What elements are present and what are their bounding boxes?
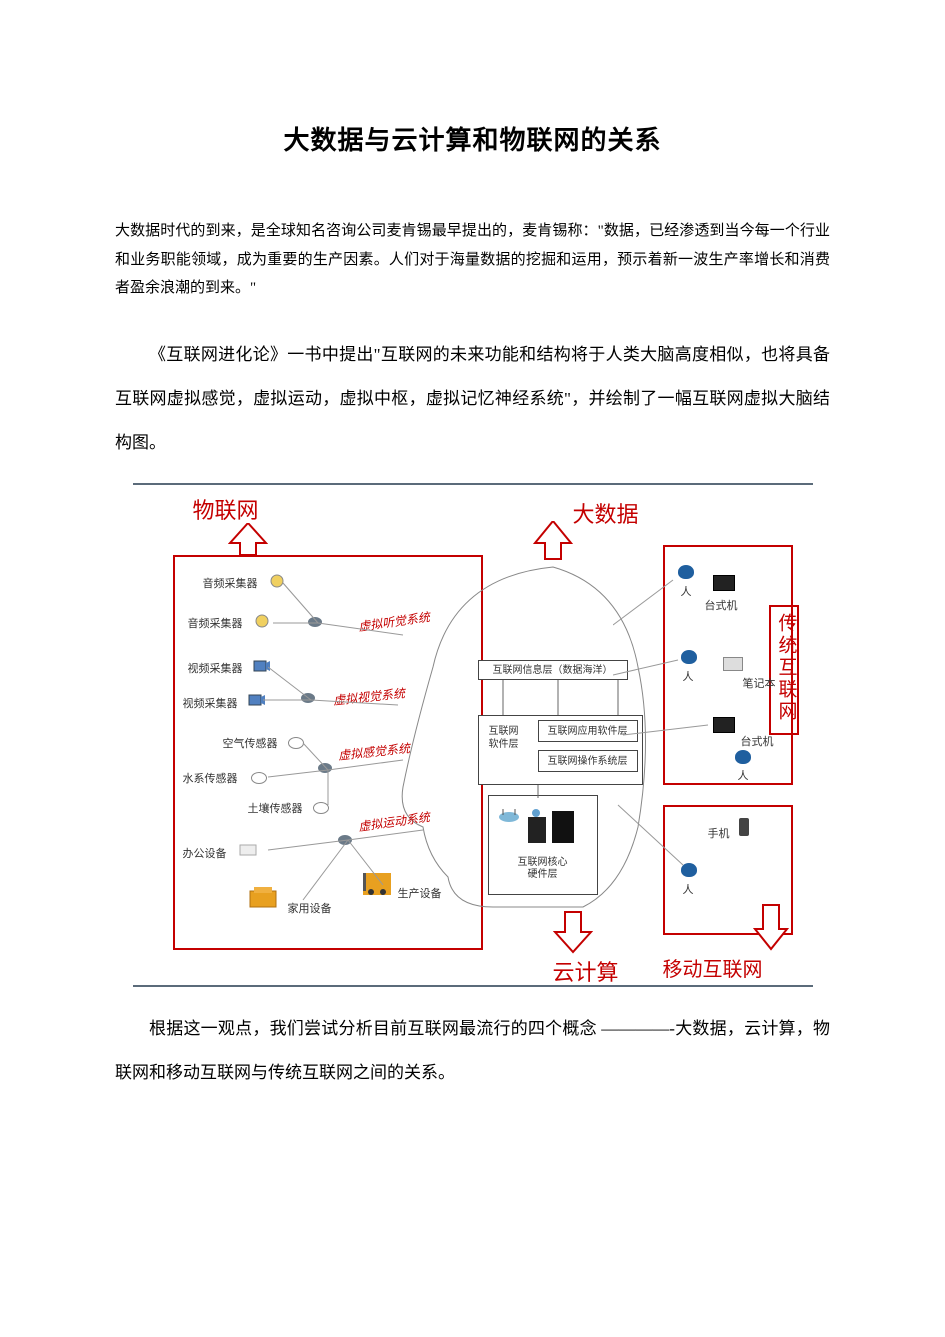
cloud-label: 云计算 bbox=[553, 955, 619, 987]
page-title: 大数据与云计算和物联网的关系 bbox=[115, 120, 830, 157]
person-label-3: 人 bbox=[738, 767, 749, 783]
iot-arrow-icon bbox=[228, 523, 268, 557]
mobile-arrow-icon bbox=[753, 903, 789, 956]
paragraph-1: 《互联网进化论》一书中提出"互联网的未来功能和结构将于人类大脑高度相似，也将具备… bbox=[115, 333, 830, 466]
bigdata-arrow-icon bbox=[533, 521, 573, 561]
hw-layer-label: 互联网核心硬件层 bbox=[513, 855, 573, 889]
right-connector-icon bbox=[613, 565, 733, 915]
diagram-container: 物联网 大数据 云计算 传统互联网 移动互联网 bbox=[133, 483, 813, 987]
brain-diagram: 物联网 大数据 云计算 传统互联网 移动互联网 bbox=[133, 483, 813, 987]
mobile-internet-label: 移动互联网 bbox=[663, 953, 763, 982]
paragraph-2: 根据这一观点，我们尝试分析目前互联网最流行的四个概念 ————-大数据，云计算，… bbox=[115, 1007, 830, 1095]
person-head-3 bbox=[735, 750, 751, 764]
desktop-label-2: 台式机 bbox=[741, 733, 774, 749]
laptop-label: 笔记本 bbox=[743, 675, 776, 691]
phone-icon bbox=[738, 817, 750, 842]
traditional-internet-label: 传统互联网 bbox=[773, 613, 800, 723]
intro-paragraph: 大数据时代的到来，是全球知名咨询公司麦肯锡最早提出的，麦肯锡称："数据，已经渗透… bbox=[115, 217, 830, 303]
connector-lines-icon bbox=[173, 555, 493, 955]
info-layer-box: 互联网信息层（数据海洋） bbox=[478, 660, 628, 680]
bigdata-label: 大数据 bbox=[573, 497, 639, 529]
server-icon bbox=[528, 807, 578, 852]
iot-label: 物联网 bbox=[193, 493, 259, 525]
document-page: 大数据与云计算和物联网的关系 大数据时代的到来，是全球知名咨询公司麦肯锡最早提出… bbox=[0, 0, 945, 1173]
router-icon bbox=[498, 805, 520, 828]
